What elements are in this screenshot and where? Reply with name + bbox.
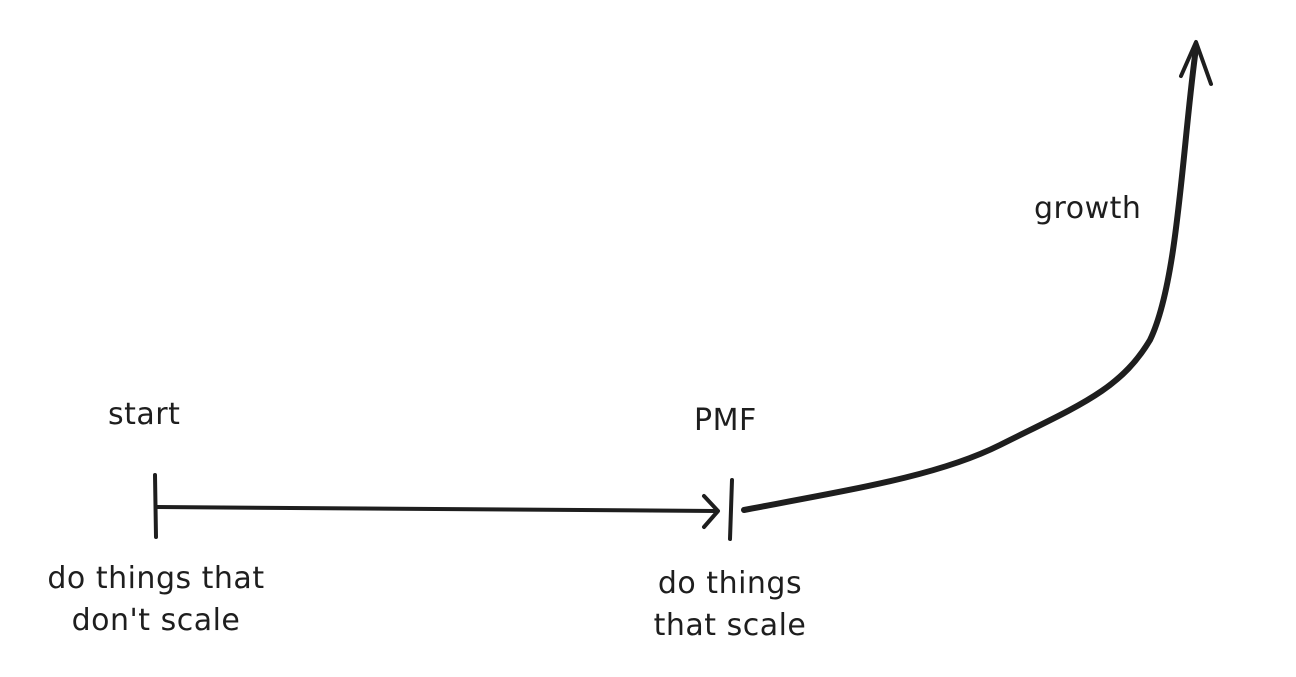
after-pmf-caption: do things that scale xyxy=(630,563,830,647)
before-pmf-caption-line-2: don't scale xyxy=(71,603,241,638)
pmf-tick xyxy=(728,478,734,541)
after-pmf-caption-line-2: that scale xyxy=(653,608,807,643)
start-label: start xyxy=(108,397,181,432)
before-pmf-caption: do things that don't scale xyxy=(28,558,284,642)
after-pmf-caption-line-1: do things xyxy=(657,566,803,601)
pmf-label: PMF xyxy=(694,403,757,438)
start-to-pmf-arrowhead xyxy=(702,494,720,529)
start-to-pmf-line xyxy=(155,505,718,513)
pmf-to-growth-curve xyxy=(741,45,1199,513)
growth-arrowhead xyxy=(1179,40,1213,86)
growth-label: growth xyxy=(1034,191,1142,226)
before-pmf-caption-line-1: do things that xyxy=(47,561,265,596)
